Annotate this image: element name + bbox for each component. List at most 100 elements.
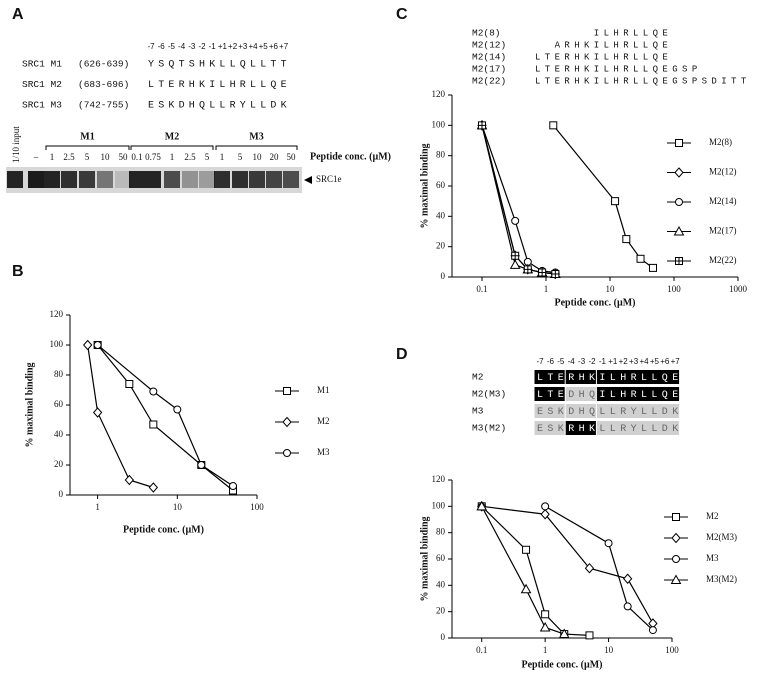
series-line <box>481 505 590 636</box>
gel-band <box>182 171 198 188</box>
gel-band <box>129 171 145 188</box>
data-point <box>540 508 550 520</box>
data-point <box>476 500 488 511</box>
gel-control-label: – <box>33 152 39 162</box>
data-point <box>173 405 182 414</box>
alignment-segment: ILHRLLQE <box>599 373 682 384</box>
series-line <box>87 344 154 489</box>
motif-sequence: YSQTSHKLLQLLTT <box>148 60 291 71</box>
gel-lane-label: 0.1 <box>131 152 142 162</box>
legend-label: M2(17) <box>709 226 737 236</box>
y-axis-label: % maximal binding <box>419 143 430 228</box>
x-tick-label: 10 <box>173 502 183 512</box>
y-tick-label: 0 <box>59 489 64 499</box>
alignment-segment: DHQ <box>568 390 599 401</box>
x-tick-label: 1000 <box>729 284 748 294</box>
data-point <box>636 254 645 263</box>
legend-marker <box>675 257 683 265</box>
peptide-name: M2(8) <box>472 28 501 39</box>
peptide-sequence: LTERHKILHRLLQE <box>535 52 672 62</box>
y-tick-label: 20 <box>436 241 446 251</box>
gel-band <box>199 171 215 188</box>
data-point <box>558 628 570 639</box>
x-tick-label: 100 <box>665 645 679 655</box>
data-point <box>124 474 135 486</box>
alignment-box <box>565 421 596 435</box>
gel-band <box>266 171 282 188</box>
x-axis-label: Peptide conc. (µM) <box>554 297 635 308</box>
legend-label: M2(14) <box>709 196 737 206</box>
data-point <box>197 461 206 469</box>
motif-name: SRC1 M1 <box>22 59 62 70</box>
position-label: -1 <box>599 357 607 366</box>
data-point <box>541 610 550 619</box>
position-label: -4 <box>568 357 576 366</box>
y-tick-label: 0 <box>441 632 446 642</box>
legend-label: M2(8) <box>709 137 732 147</box>
gel-group-label: M1 <box>80 131 94 142</box>
y-tick-label: 40 <box>436 210 446 220</box>
series-line <box>97 344 234 491</box>
legend-marker <box>283 449 291 457</box>
data-point <box>551 269 560 278</box>
position-label: +2 <box>228 42 238 51</box>
y-tick-label: 80 <box>436 527 446 537</box>
position-label: -1 <box>209 42 217 51</box>
data-point <box>477 121 486 130</box>
data-point <box>622 573 633 585</box>
series-line <box>552 124 654 269</box>
y-tick-label: 60 <box>436 553 446 563</box>
gel-lane-label: 2.5 <box>184 152 196 162</box>
peptide-sequence: ARHKILHRLLQE <box>555 40 673 50</box>
legend-label: M3(M2) <box>706 574 737 584</box>
peptide-sequence: LTERHKILHRLLQEGSP <box>535 64 702 74</box>
y-tick-label: 100 <box>50 339 64 349</box>
alignment-name: M2(M3) <box>472 389 506 400</box>
panel-label: D <box>396 346 408 363</box>
y-tick-label: 20 <box>436 606 446 616</box>
gel-lane-label: 5 <box>238 152 243 162</box>
motif-name: SRC1 M3 <box>22 100 62 111</box>
alignment-name: M3 <box>472 406 484 417</box>
alignment-segment: ILHRLLQE <box>599 390 682 401</box>
x-tick-label: 10 <box>604 645 614 655</box>
gel-lane-label: 10 <box>101 152 111 162</box>
x-tick-label: 1 <box>544 284 549 294</box>
y-tick-label: 40 <box>436 579 446 589</box>
legend-label: M2 <box>317 416 330 426</box>
gel-band <box>44 171 60 188</box>
position-label: -3 <box>188 42 196 51</box>
panel-label: B <box>12 263 24 280</box>
legend-marker <box>675 198 683 206</box>
alignment-box <box>596 387 680 401</box>
position-label: -2 <box>588 357 596 366</box>
gel-lane-label: 0.75 <box>145 152 161 162</box>
data-point <box>523 265 532 274</box>
gel-band <box>79 171 95 188</box>
alignment-box <box>534 370 565 384</box>
y-tick-label: 0 <box>441 271 446 281</box>
motif-range: (742-755) <box>78 100 129 111</box>
y-tick-label: 20 <box>54 459 64 469</box>
gel-band <box>7 171 23 188</box>
data-point <box>509 259 521 269</box>
position-label: +6 <box>660 357 670 366</box>
data-point <box>522 545 531 554</box>
alignment-box <box>596 421 680 435</box>
gel-band <box>214 171 230 188</box>
y-tick-label: 60 <box>54 399 64 409</box>
gel-lane-label: 20 <box>270 152 280 162</box>
motif-sequence: LTERHKILHRLLQE <box>148 80 291 91</box>
gel-band <box>145 171 161 188</box>
legend-label: M3 <box>317 447 330 457</box>
alignment-box <box>596 404 680 418</box>
y-tick-label: 120 <box>432 474 446 484</box>
position-label: +6 <box>269 42 279 51</box>
alignment-box <box>565 387 596 401</box>
alignment-segment: DHQ <box>568 407 599 418</box>
peptide-name: M2(22) <box>472 76 506 87</box>
gel-lane-label: 50 <box>287 152 297 162</box>
position-label: -3 <box>578 357 586 366</box>
